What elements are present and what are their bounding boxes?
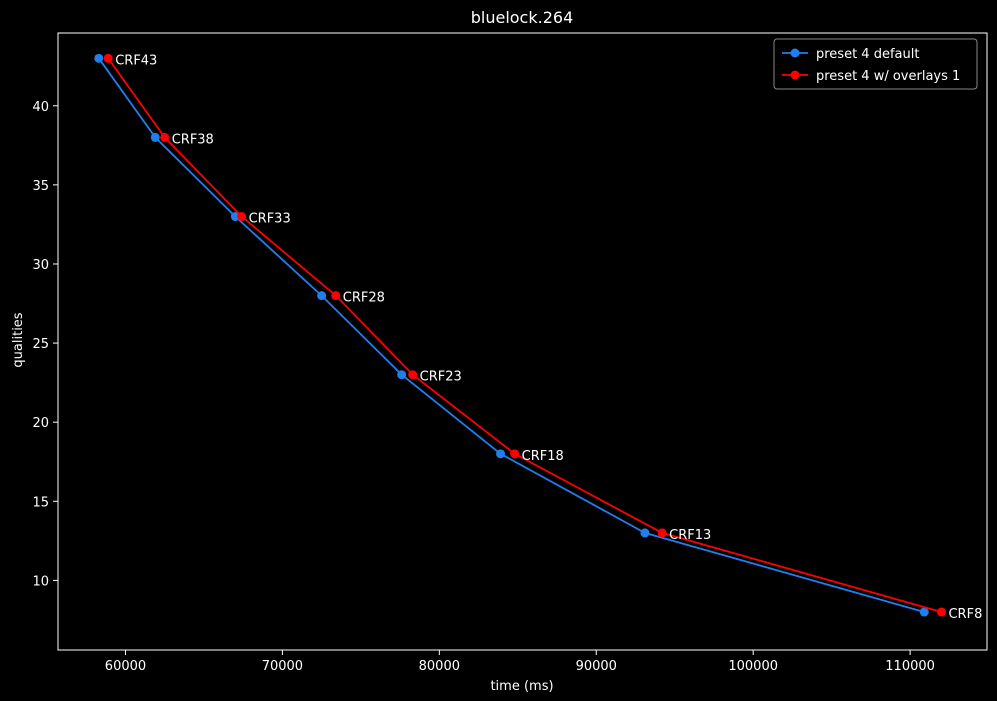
x-tick-label: 110000 (885, 659, 935, 674)
data-point (510, 449, 520, 459)
data-point (919, 607, 929, 617)
point-annotation: CRF18 (522, 449, 564, 464)
data-point (317, 291, 327, 301)
y-tick-label: 20 (32, 416, 49, 431)
legend-box (773, 38, 978, 90)
y-tick-label: 40 (32, 100, 49, 115)
data-point (94, 53, 104, 63)
point-annotation: CRF23 (420, 370, 462, 385)
legend: preset 4 default preset 4 w/ overlays 1 (773, 38, 978, 90)
y-tick-label: 35 (32, 179, 49, 194)
data-point (657, 528, 667, 538)
data-point (640, 528, 650, 538)
data-point (936, 607, 946, 617)
chart-title: bluelock.264 (471, 8, 574, 27)
y-tick-label: 10 (32, 574, 49, 589)
point-annotation: CRF13 (669, 528, 711, 543)
y-axis-label: qualities (11, 312, 26, 367)
axes-frame (57, 32, 988, 651)
legend-label: preset 4 default (816, 47, 919, 62)
y-tick-label: 15 (32, 495, 49, 510)
x-tick-label: 100000 (728, 659, 778, 674)
x-tick-label: 80000 (419, 659, 460, 674)
data-point (397, 370, 407, 380)
y-tick-label: 25 (32, 337, 49, 352)
point-annotation: CRF43 (115, 53, 157, 68)
x-tick-label: 90000 (576, 659, 617, 674)
data-point (237, 212, 247, 222)
data-point (103, 53, 113, 63)
x-tick-label: 70000 (262, 659, 303, 674)
legend-marker (790, 70, 800, 80)
x-axis-label: time (ms) (490, 679, 553, 694)
data-point (331, 291, 341, 301)
x-tick-label: 60000 (105, 659, 146, 674)
plot-area: 60000 70000 80000 90000 100000 110000 10 15 20 25… (32, 32, 988, 674)
y-tick-label: 30 (32, 258, 49, 273)
data-point (408, 370, 418, 380)
legend-marker (790, 48, 800, 58)
point-annotation: CRF38 (172, 132, 214, 147)
series-line-2 (107, 57, 942, 613)
data-point (230, 212, 240, 222)
point-annotation: CRF28 (343, 291, 385, 306)
point-annotation: CRF8 (948, 607, 982, 622)
data-point (496, 449, 506, 459)
legend-label: preset 4 w/ overlays 1 (816, 69, 960, 84)
data-point (160, 132, 170, 142)
point-annotation: CRF33 (249, 212, 291, 227)
data-point (150, 132, 160, 142)
series-line-1 (98, 57, 925, 613)
